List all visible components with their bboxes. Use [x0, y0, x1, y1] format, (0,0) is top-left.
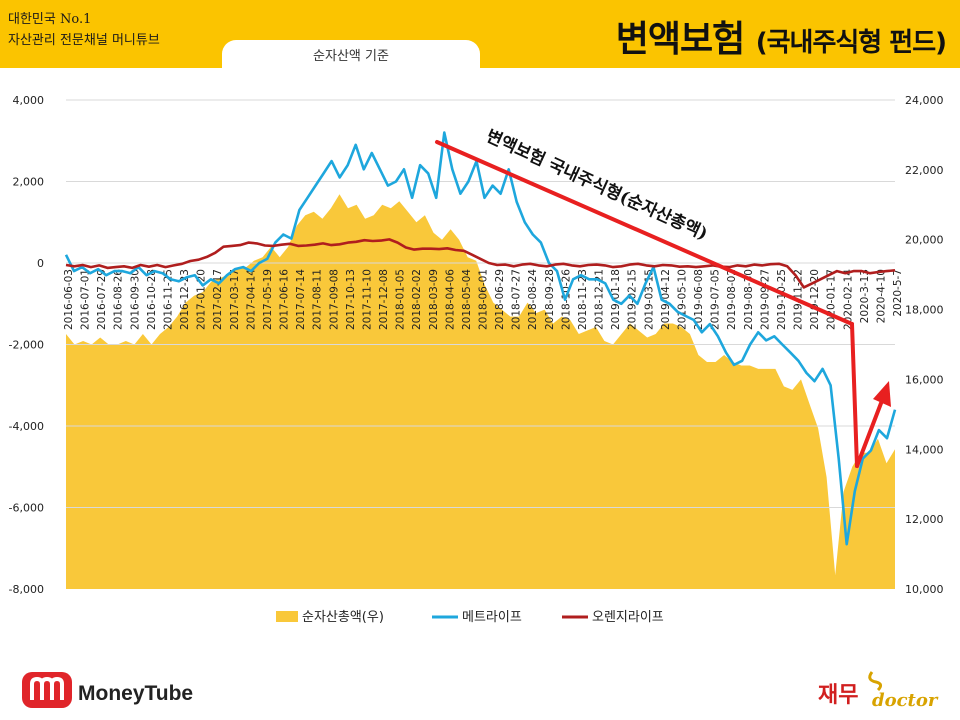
right-axis-tick: 10,000 — [905, 583, 944, 596]
x-tick-label: 2019-12-20 — [809, 269, 821, 330]
area-series-layer — [66, 194, 895, 590]
x-tick-label: 2020-01-17 — [826, 269, 838, 330]
logo-right-korean: 재무 — [818, 683, 858, 708]
left-axis: 4,000 2,000 0 -2,000 -4,000 -6,000 -8,000 — [9, 94, 44, 596]
x-tick-label: 2020-5-7 — [892, 269, 904, 317]
logo-left-text: MoneyTube — [78, 682, 193, 705]
left-axis-tick: -4,000 — [9, 420, 44, 433]
area-series-fill — [66, 194, 895, 590]
x-tick-label: 2018-06-29 — [494, 269, 506, 330]
x-tick-label: 2017-10-13 — [345, 269, 357, 330]
x-tick-label: 2016-12-23 — [179, 269, 191, 330]
x-tick-label: 2020-3-13 — [859, 269, 871, 323]
right-axis-tick: 12,000 — [905, 513, 944, 526]
x-tick-label: 2016-09-30 — [129, 269, 141, 330]
left-axis-tick: -2,000 — [9, 339, 44, 352]
x-tick-label: 2018-01-05 — [395, 269, 407, 330]
x-tick-label: 2016-07-01 — [80, 269, 92, 330]
trend-rebound-line — [855, 396, 885, 468]
logo-right-english: doctor — [872, 690, 939, 711]
left-axis-tick: 0 — [37, 257, 44, 270]
x-tick-label: 2017-04-14 — [245, 269, 257, 330]
jaemu-doctor-logo: 재무 doctor — [810, 660, 950, 719]
legend-label-orangelife: 오렌지라이프 — [592, 610, 664, 625]
brand-tagline: 대한민국 No.1 — [8, 12, 92, 27]
title-main: 변액보험 — [615, 19, 745, 60]
x-tick-label: 2017-03-17 — [229, 269, 241, 330]
gridlines — [66, 99, 895, 508]
x-tick-label: 2017-06-16 — [279, 269, 291, 330]
right-axis-tick: 18,000 — [905, 304, 944, 317]
x-tick-label: 2016-11-25 — [162, 269, 174, 330]
x-tick-label: 2018-02-02 — [411, 269, 423, 330]
brand-channel-name: 자산관리 전문채널 머니튜브 — [8, 33, 160, 48]
right-axis: 24,000 22,000 20,000 18,000 16,000 14,000 12,0… — [905, 94, 944, 596]
basis-tab: 순자산액 기준 — [222, 40, 480, 74]
moneytube-logo: MoneyTube — [22, 670, 202, 716]
x-tick-label: 2016-10-28 — [146, 269, 158, 330]
x-tick-label: 2017-08-11 — [312, 269, 324, 330]
x-tick-label: 2019-08-02 — [726, 269, 738, 330]
x-tick-label: 2019-09-27 — [759, 269, 771, 330]
rebound-arrowhead — [873, 381, 891, 407]
x-tick-label: 2017-02-17 — [212, 269, 224, 330]
x-tick-label: 2020-4-10 — [875, 269, 887, 323]
series-line-metlife — [64, 131, 897, 546]
x-tick-label: 2019-06-08 — [693, 269, 705, 330]
line-series-layer — [64, 131, 897, 546]
title-sub: (국내주식형 펀드) — [755, 28, 947, 58]
x-tick-label: 2017-05-19 — [262, 269, 274, 330]
x-tick-label: 2017-11-10 — [361, 269, 373, 330]
x-tick-label: 2018-12-21 — [594, 269, 606, 330]
x-tick-label: 2019-04-12 — [660, 269, 672, 330]
x-tick-label: 2018-07-27 — [511, 269, 523, 330]
page-title: 변액보험 (국내주식형 펀드) — [615, 10, 947, 62]
x-tick-label: 2020-02-14 — [842, 269, 854, 330]
x-tick-label: 2019-05-10 — [676, 269, 688, 330]
header-bar — [0, 0, 960, 68]
right-axis-tick: 24,000 — [905, 94, 944, 107]
x-tick-label: 2019-08-30 — [743, 269, 755, 330]
x-tick-label: 2016-08-26 — [113, 269, 125, 330]
trend-line-down — [435, 140, 854, 326]
legend-label-metlife: 메트라이프 — [462, 610, 522, 625]
x-tick-label: 2016-07-29 — [96, 269, 108, 330]
chart: 2016-06-03 2016-07-01 2016-07-29 2016-08-26… — [9, 94, 944, 625]
x-tick-label: 2017-09-08 — [328, 269, 340, 330]
x-tick-label: 2018-04-06 — [444, 269, 456, 330]
left-axis-tick: 4,000 — [13, 94, 45, 107]
x-tick-label: 2018-06-01 — [478, 269, 490, 330]
x-tick-label: 2019-07-05 — [710, 269, 722, 330]
x-tick-label: 2017-07-14 — [295, 269, 307, 330]
x-tick-label: 2018-03-09 — [428, 269, 440, 330]
left-axis-tick: -6,000 — [9, 502, 44, 515]
x-tick-label: 2019-01-18 — [610, 269, 622, 330]
trend-drop-line — [850, 322, 859, 468]
annotation-label: 변액보험 국내주식형(순자산총액) — [483, 125, 711, 244]
x-tick-labels: 2016-06-03 2016-07-01 2016-07-29 2016-08-26… — [63, 269, 904, 330]
legend: 순자산총액(우) 메트라이프 오렌지라이프 — [276, 610, 664, 625]
x-tick-label: 2018-09-28 — [544, 269, 556, 330]
series-line-orangelife — [65, 238, 896, 289]
x-tick-label: 2018-05-04 — [461, 269, 473, 330]
x-tick-label: 2017-12-08 — [378, 269, 390, 330]
x-tick-label: 2018-11-23 — [577, 269, 589, 330]
legend-swatch-area — [276, 611, 298, 622]
x-tick-label: 2016-06-03 — [63, 269, 75, 330]
right-axis-tick: 14,000 — [905, 443, 944, 456]
left-axis-tick: -8,000 — [9, 583, 44, 596]
right-axis-tick: 20,000 — [905, 234, 944, 247]
right-axis-tick: 16,000 — [905, 373, 944, 386]
x-tick-label: 2019-10-25 — [776, 269, 788, 330]
x-tick-label: 2018-08-24 — [527, 269, 539, 330]
right-axis-tick: 22,000 — [905, 164, 944, 177]
left-axis-tick: 2,000 — [13, 176, 45, 189]
legend-label-area: 순자산총액(우) — [302, 610, 384, 625]
